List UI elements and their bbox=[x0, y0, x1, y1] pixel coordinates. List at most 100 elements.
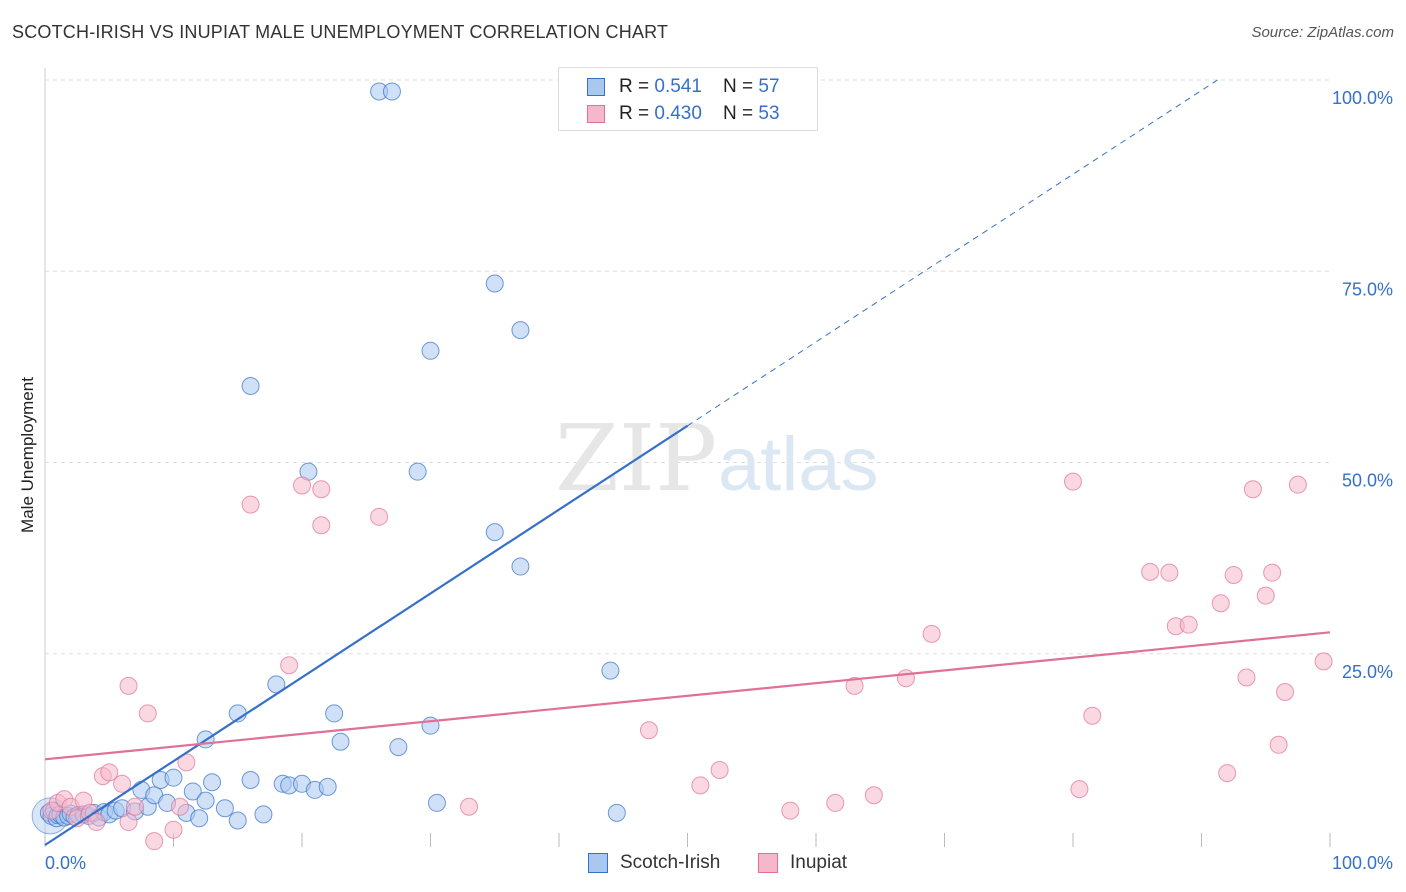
data-point bbox=[164, 768, 183, 787]
chart-source: Source: ZipAtlas.com bbox=[1251, 24, 1394, 41]
data-point bbox=[318, 777, 337, 796]
data-point bbox=[215, 799, 234, 818]
data-point bbox=[203, 773, 222, 792]
data-point bbox=[138, 704, 157, 723]
data-point bbox=[511, 321, 530, 340]
data-point bbox=[389, 738, 408, 757]
data-point bbox=[1263, 563, 1282, 582]
data-point bbox=[691, 776, 710, 795]
data-point bbox=[427, 793, 446, 812]
data-point bbox=[922, 624, 941, 643]
data-point bbox=[241, 770, 260, 789]
data-point bbox=[312, 480, 331, 499]
x-tick-label: 0.0% bbox=[45, 853, 86, 873]
data-point bbox=[896, 669, 915, 688]
data-point bbox=[485, 274, 504, 293]
data-point bbox=[408, 462, 427, 481]
bottom-legend-swatch-blue bbox=[588, 853, 608, 873]
data-point bbox=[1070, 780, 1089, 799]
data-point bbox=[280, 656, 299, 675]
data-point bbox=[639, 721, 658, 740]
data-point bbox=[100, 763, 119, 782]
legend-n-value: 57 bbox=[758, 76, 780, 97]
data-point bbox=[601, 661, 620, 680]
data-point bbox=[1179, 615, 1198, 634]
data-point bbox=[196, 791, 215, 810]
legend-n-label: N = bbox=[723, 103, 759, 124]
data-point bbox=[241, 495, 260, 514]
data-point bbox=[607, 803, 626, 822]
legend-swatch-blue bbox=[587, 78, 605, 96]
data-point bbox=[241, 377, 260, 395]
y-axis-label: Male Unemployment bbox=[18, 377, 37, 533]
data-point bbox=[421, 341, 440, 360]
y-tick-label: 100.0% bbox=[1332, 88, 1393, 108]
data-point bbox=[293, 476, 311, 495]
data-point bbox=[460, 797, 479, 816]
data-point bbox=[183, 782, 202, 801]
data-point bbox=[331, 732, 350, 751]
data-point bbox=[119, 813, 138, 832]
points-layer bbox=[31, 82, 1333, 851]
watermark-atlas: atlas bbox=[718, 422, 879, 507]
data-point bbox=[145, 832, 164, 851]
data-point bbox=[164, 820, 183, 839]
bottom-legend-swatch-pink bbox=[758, 853, 778, 873]
data-point bbox=[1237, 668, 1256, 687]
trend-line-blue bbox=[44, 424, 689, 846]
data-point bbox=[1256, 586, 1275, 605]
data-point bbox=[1141, 562, 1160, 581]
data-point bbox=[845, 676, 864, 695]
legend-swatch-pink bbox=[587, 105, 605, 123]
trend-line-pink bbox=[44, 631, 1331, 761]
trend-layer bbox=[44, 79, 1331, 846]
y-tick-label: 25.0% bbox=[1342, 662, 1393, 682]
data-point bbox=[190, 809, 209, 828]
data-point bbox=[1218, 764, 1237, 783]
legend-n-value: 53 bbox=[758, 103, 780, 124]
data-point bbox=[325, 704, 344, 723]
legend-box: R = 0.541 N = 57 R = 0.430 N = 53 bbox=[558, 67, 818, 131]
data-point bbox=[1314, 652, 1333, 671]
data-point bbox=[485, 523, 504, 542]
data-point bbox=[170, 797, 189, 816]
data-point bbox=[382, 82, 401, 101]
data-point bbox=[1288, 475, 1307, 494]
data-point bbox=[826, 793, 845, 812]
legend-r-label: R = bbox=[619, 76, 655, 97]
data-point bbox=[1224, 565, 1243, 584]
x-tick-label: 100.0% bbox=[1332, 853, 1393, 873]
legend-r-value: 0.430 bbox=[654, 103, 702, 124]
data-point bbox=[125, 797, 144, 816]
watermark: ZIP atlas bbox=[555, 405, 879, 512]
chart-title: SCOTCH-IRISH VS INUPIAT MALE UNEMPLOYMEN… bbox=[12, 22, 669, 42]
data-point bbox=[254, 805, 273, 824]
data-point bbox=[1276, 683, 1295, 701]
data-point bbox=[1160, 563, 1179, 582]
data-point bbox=[1083, 706, 1102, 725]
data-point bbox=[119, 676, 138, 695]
y-tick-label: 50.0% bbox=[1342, 471, 1393, 491]
data-point bbox=[1064, 472, 1082, 491]
data-point bbox=[312, 516, 331, 535]
data-point bbox=[113, 774, 132, 793]
bottom-legend-label: Scotch-Irish bbox=[620, 852, 721, 873]
data-point bbox=[1269, 735, 1288, 754]
data-point bbox=[1211, 594, 1230, 613]
legend-r-value: 0.541 bbox=[654, 76, 702, 97]
data-point bbox=[228, 811, 247, 830]
data-point bbox=[511, 557, 530, 576]
legend-r-label: R = bbox=[619, 103, 655, 124]
data-point bbox=[87, 813, 106, 832]
data-point bbox=[370, 507, 389, 526]
legend-n-label: N = bbox=[723, 76, 759, 97]
data-point bbox=[1243, 480, 1262, 499]
y-tick-label: 75.0% bbox=[1342, 279, 1393, 299]
data-point bbox=[710, 761, 729, 780]
data-point bbox=[781, 801, 800, 820]
trend-line-extension bbox=[687, 79, 1218, 427]
bottom-legend-label: Inupiat bbox=[790, 852, 848, 873]
axis-labels: 25.0% 50.0% 75.0% 100.0% 0.0% 100.0% Male Unem… bbox=[18, 88, 1393, 873]
data-point bbox=[864, 786, 883, 805]
